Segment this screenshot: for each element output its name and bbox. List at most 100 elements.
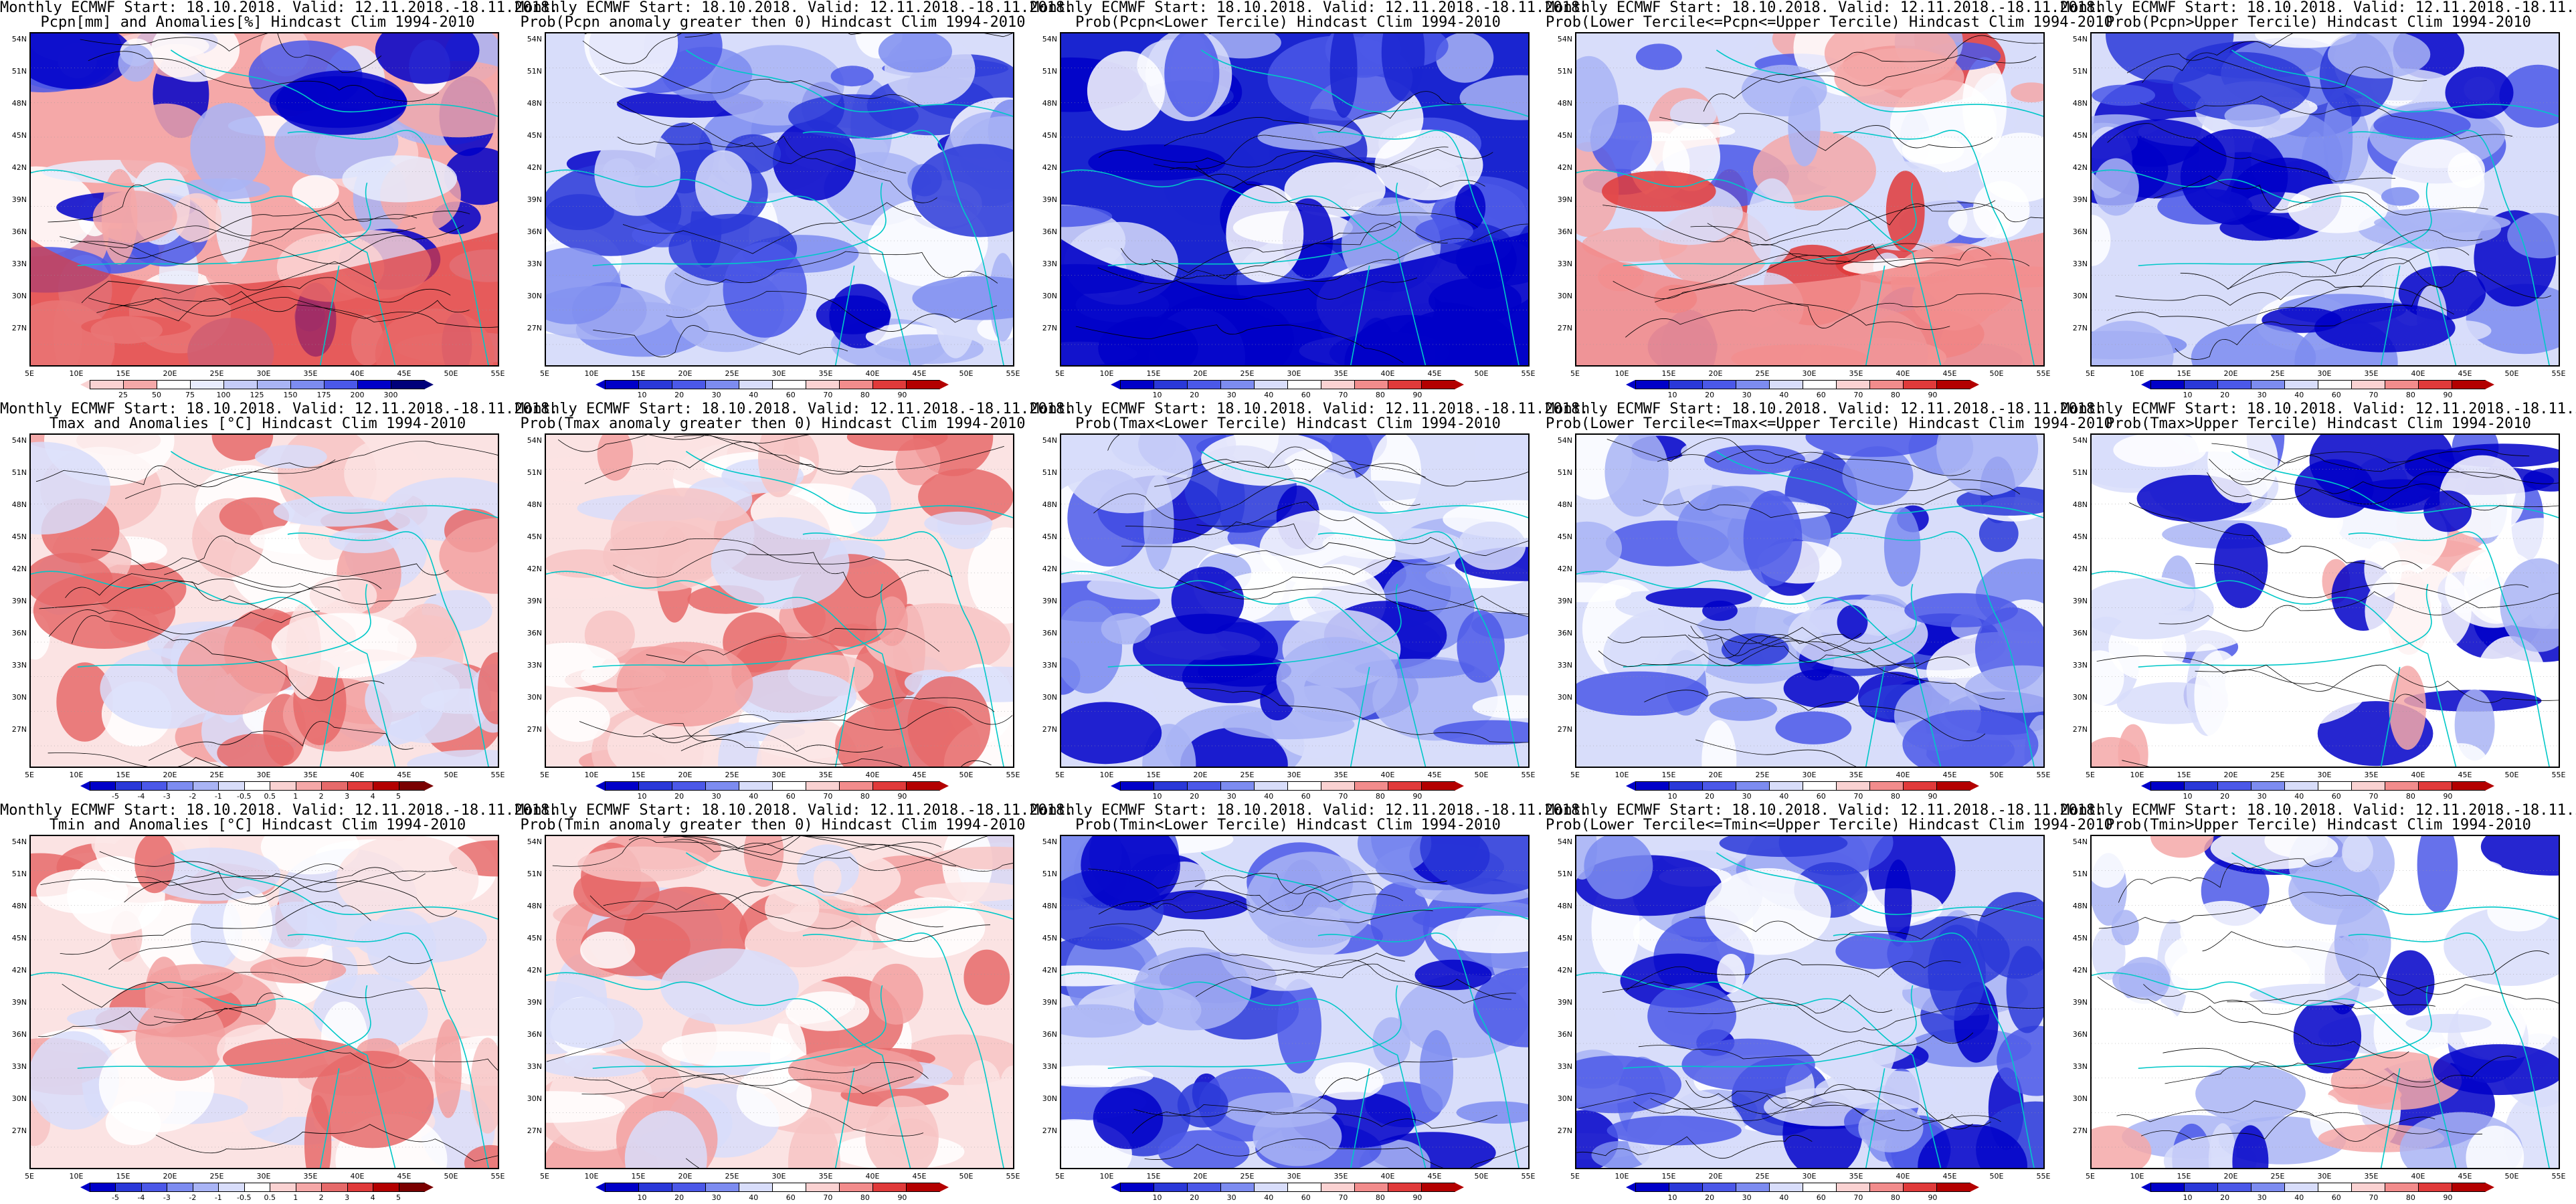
contour-line <box>1658 608 2005 700</box>
coastline <box>287 932 489 1168</box>
color-bar-label: 40 <box>2294 391 2304 399</box>
coastline <box>2348 932 2550 1168</box>
longitude-tick: 20E <box>2223 369 2238 378</box>
contour-line <box>613 549 929 598</box>
latitude-tick: 30N <box>11 693 27 702</box>
longitude-tick: 10E <box>1615 369 1629 378</box>
color-bar-segment <box>223 380 258 389</box>
field-shading <box>1457 521 1526 571</box>
latitude-tick: 48N <box>527 902 542 910</box>
latitude-tick: 27N <box>11 725 27 734</box>
color-bar-segment <box>2184 1183 2218 1192</box>
longitude-tick: 10E <box>69 369 84 378</box>
latitude-tick: 48N <box>1042 500 1057 509</box>
coastline <box>1350 1055 1427 1168</box>
longitude-tick: 40E <box>865 771 880 779</box>
panel-title-line1: Monthly ECMWF Start: 18.10.2018. Valid: … <box>0 0 559 16</box>
coastline <box>2092 972 2428 1056</box>
latitude-tick: 51N <box>527 870 542 878</box>
field-shading <box>2092 846 2126 888</box>
longitude-tick: 35E <box>1849 1172 1863 1181</box>
contour-line <box>1098 900 1433 924</box>
field-shading <box>250 957 347 984</box>
longitude-tick: 30E <box>256 369 271 378</box>
contour-line <box>1705 35 2043 86</box>
contour-line <box>1088 868 1404 912</box>
color-bar-segment <box>1254 781 1288 791</box>
field-shading <box>1884 859 1912 947</box>
latitude-tick: 51N <box>1557 67 1572 76</box>
latitude-tick: 45N <box>2072 532 2088 541</box>
color-bar-segment <box>244 1183 271 1192</box>
color-bar-label: 0.5 <box>264 1193 276 1202</box>
field-shading <box>1902 135 1964 165</box>
latitude-tick: 39N <box>11 597 27 605</box>
map-canvas <box>1061 33 1528 365</box>
longitude-tick: 15E <box>116 1172 130 1181</box>
latitude-tick: 39N <box>1042 597 1057 605</box>
panel-title-line1: Monthly ECMWF Start: 18.10.2018. Valid: … <box>2061 401 2576 417</box>
longitude-tick: 30E <box>771 1172 786 1181</box>
field-shading <box>1277 979 1321 1074</box>
color-bar-segment <box>1354 1183 1388 1192</box>
contour-line <box>164 535 449 577</box>
color-bar-label: 60 <box>786 391 796 399</box>
field-shading <box>1721 633 1789 666</box>
longitude-tick: 55E <box>2551 1172 2566 1181</box>
field-shading <box>2092 736 2140 767</box>
latitude-tick: 27N <box>1557 324 1572 332</box>
contour-line <box>1633 1090 1896 1122</box>
field-shading <box>2466 284 2559 355</box>
panel-title-line2: Prob(Tmax>Upper Tercile) Hindcast Clim 1… <box>2106 415 2531 432</box>
coastline <box>2348 130 2550 365</box>
color-bar-high-arrow <box>2485 1183 2494 1192</box>
coastline <box>1317 130 1520 365</box>
longitude-tick: 15E <box>1661 1172 1676 1181</box>
color-bar-segment <box>839 781 873 791</box>
color-bar-label: 40 <box>1779 391 1789 399</box>
latitude-tick: 30N <box>2072 693 2088 702</box>
longitude-tick: 40E <box>865 369 880 378</box>
field-shading <box>1087 573 1194 600</box>
contour-line <box>2163 1047 2517 1088</box>
latitude-tick: 42N <box>527 966 542 975</box>
color-bar-high-arrow <box>1970 781 1979 791</box>
longitude-tick: 5E <box>1570 771 1580 779</box>
color-bar-segment <box>391 380 425 389</box>
field-shading <box>1081 836 1180 911</box>
latitude-tick: 51N <box>1557 870 1572 878</box>
latitude-tick: 51N <box>11 468 27 477</box>
latitude-tick: 30N <box>11 1094 27 1103</box>
field-shading <box>788 1047 923 1093</box>
contour-line <box>584 441 893 484</box>
contour-line <box>1093 460 1426 520</box>
longitude-tick: 50E <box>959 771 974 779</box>
field-shading <box>1964 665 2043 713</box>
color-bar-high-arrow <box>1970 380 1979 389</box>
latitude-tick: 27N <box>1557 725 1572 734</box>
latitude-tick: 54N <box>2072 35 2088 43</box>
field-shading <box>1061 435 1193 514</box>
forecast-map <box>1060 433 1530 768</box>
color-bar-segment <box>192 1183 219 1192</box>
color-bar <box>2141 380 2496 391</box>
contour-line <box>1154 134 1493 170</box>
longitude-tick: 10E <box>2130 771 2144 779</box>
contour-line <box>88 51 440 102</box>
latitude-tick: 30N <box>2072 292 2088 300</box>
latitude-tick: 51N <box>2072 468 2088 477</box>
color-bar-label: 90 <box>897 792 907 801</box>
field-shading <box>2180 900 2268 961</box>
latitude-tick: 42N <box>1042 565 1057 573</box>
panel-title-line1: Monthly ECMWF Start: 18.10.2018. Valid: … <box>2061 802 2576 819</box>
coastline <box>1350 252 1427 365</box>
longitude-tick: 40E <box>350 369 365 378</box>
latitude-tick: 39N <box>1042 195 1057 204</box>
color-bar-label: -5 <box>111 1193 119 1202</box>
color-bar-label: 70 <box>1338 391 1348 399</box>
latitude-tick: 54N <box>1042 837 1057 846</box>
contour-line <box>589 885 943 928</box>
coastline <box>685 49 1013 117</box>
contour-line <box>600 70 921 108</box>
longitude-tick: 20E <box>2223 1172 2238 1181</box>
